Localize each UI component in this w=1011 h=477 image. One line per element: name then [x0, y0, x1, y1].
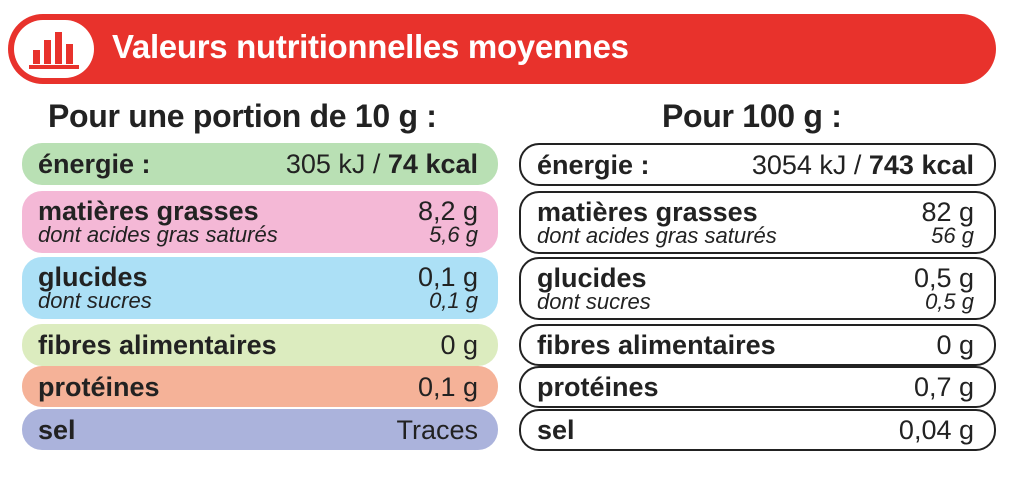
protein-row: protéines 0,7 g: [519, 366, 996, 408]
bar-chart-icon: [29, 32, 79, 69]
energy-kcal: 743 kcal: [868, 149, 974, 180]
saturated-fat-value: 56 g: [931, 223, 974, 248]
fat-value: 82 g: [921, 197, 974, 227]
per-100g-title: Pour 100 g :: [662, 98, 842, 134]
energy-label: énergie :: [537, 149, 650, 180]
fat-row: matières grasses 8,2 g dont acides gras …: [22, 191, 498, 253]
energy-value: 305 kJ / 74 kcal: [286, 150, 478, 178]
saturated-fat-value: 5,6 g: [429, 222, 478, 247]
energy-row: énergie : 3054 kJ / 743 kcal: [519, 143, 996, 186]
energy-kj: 305 kJ /: [285, 149, 388, 179]
energy-kcal: 74 kcal: [387, 149, 478, 179]
sugars-label: dont sucres: [537, 289, 651, 314]
carbs-row: glucides 0,5 g dont sucres 0,5 g: [519, 257, 996, 320]
carbs-value: 0,5 g: [913, 263, 974, 293]
carbs-row: glucides 0,1 g dont sucres 0,1 g: [22, 257, 498, 319]
carbs-label: glucides: [38, 262, 148, 292]
sugars-value: 0,5 g: [925, 289, 974, 314]
saturated-fat-label: dont acides gras saturés: [537, 223, 777, 248]
fiber-label: fibres alimentaires: [537, 330, 776, 360]
carbs-label: glucides: [537, 263, 647, 293]
energy-label: énergie :: [38, 149, 151, 179]
sugars-value: 0,1 g: [429, 288, 478, 313]
salt-row: sel Traces: [22, 409, 498, 450]
protein-label: protéines: [537, 372, 659, 402]
nutrition-header: Valeurs nutritionnelles moyennes: [8, 14, 996, 84]
energy-row: énergie : 305 kJ / 74 kcal: [22, 143, 498, 185]
protein-value: 0,7 g: [913, 372, 974, 402]
salt-value: 0,04 g: [898, 415, 974, 445]
fat-value: 8,2 g: [417, 196, 478, 226]
energy-kj: 3054 kJ /: [751, 149, 869, 180]
fat-label: matières grasses: [38, 196, 259, 226]
protein-value: 0,1 g: [417, 371, 478, 402]
energy-value: 3054 kJ / 743 kcal: [752, 151, 974, 179]
fiber-row: fibres alimentaires 0 g: [519, 324, 996, 366]
salt-label: sel: [38, 414, 76, 445]
fiber-value: 0 g: [936, 330, 974, 360]
salt-value: Traces: [396, 414, 478, 445]
fat-label: matières grasses: [537, 197, 758, 227]
header-title: Valeurs nutritionnelles moyennes: [112, 28, 629, 65]
sugars-label: dont sucres: [38, 288, 152, 313]
top-cut-edge: [150, 0, 370, 9]
salt-label: sel: [537, 415, 575, 445]
carbs-value: 0,1 g: [417, 262, 478, 292]
salt-row: sel 0,04 g: [519, 409, 996, 451]
saturated-fat-label: dont acides gras saturés: [38, 222, 278, 247]
fiber-row: fibres alimentaires 0 g: [22, 324, 498, 366]
header-badge: [14, 20, 94, 78]
protein-label: protéines: [38, 371, 160, 402]
fiber-value: 0 g: [440, 330, 478, 360]
protein-row: protéines 0,1 g: [22, 366, 498, 407]
per-portion-title: Pour une portion de 10 g :: [48, 98, 437, 134]
fiber-label: fibres alimentaires: [38, 330, 277, 360]
fat-row: matières grasses 82 g dont acides gras s…: [519, 191, 996, 254]
